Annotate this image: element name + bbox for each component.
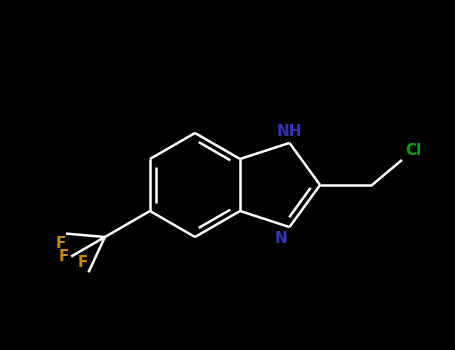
Text: F: F — [56, 236, 66, 251]
Text: F: F — [78, 256, 88, 270]
Text: Cl: Cl — [405, 143, 421, 158]
Text: NH: NH — [277, 124, 302, 139]
Text: N: N — [275, 231, 288, 246]
Text: F: F — [59, 249, 69, 264]
